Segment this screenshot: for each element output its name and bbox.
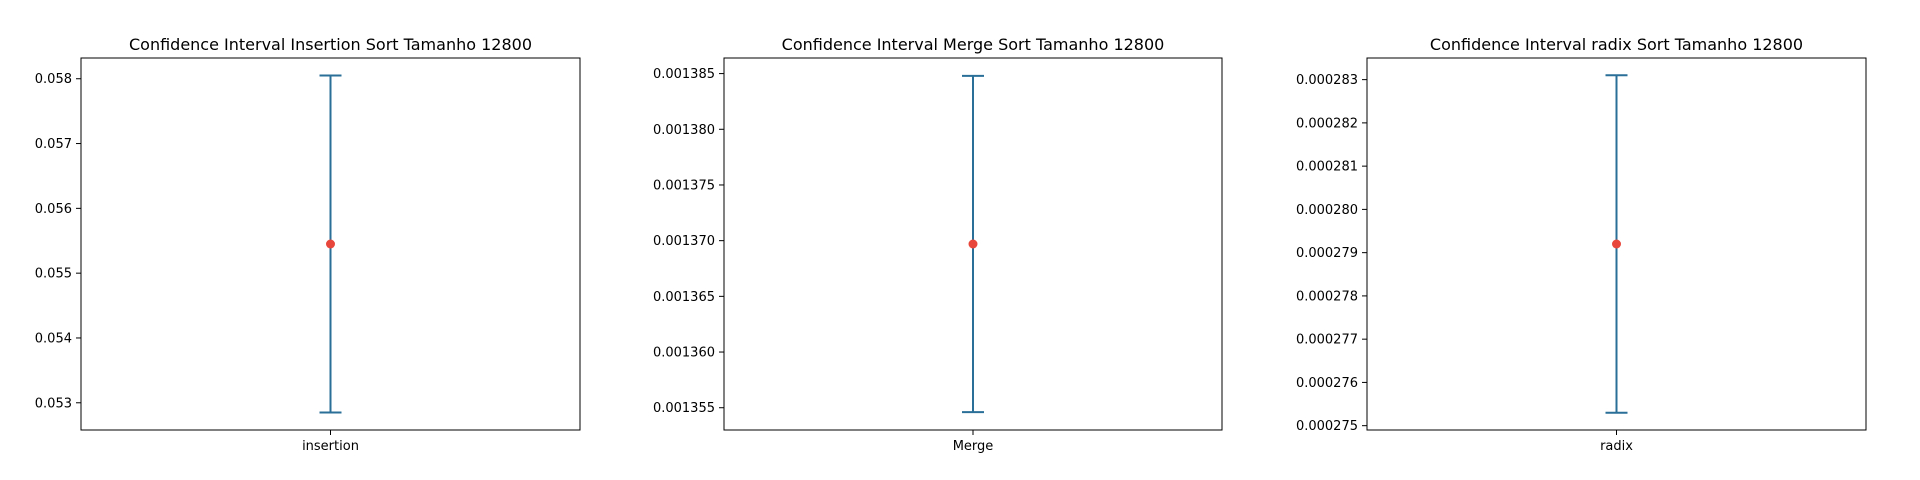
y-tick-label: 0.000277 [1296, 333, 1358, 348]
x-tick-label: Merge [953, 439, 994, 454]
y-tick-label: 0.055 [35, 267, 72, 282]
y-tick-label: 0.000275 [1296, 419, 1358, 434]
chart-panel-2: Confidence Interval Merge Sort Tamanho 1… [653, 35, 1223, 454]
x-tick-label: radix [1600, 439, 1633, 454]
y-tick-label: 0.001370 [653, 234, 715, 249]
y-tick-label: 0.001385 [653, 67, 715, 82]
y-tick-label: 0.001360 [653, 346, 715, 361]
chart-panel-1: Confidence Interval Insertion Sort Taman… [35, 35, 581, 454]
chart-title: Confidence Interval radix Sort Tamanho 1… [1430, 35, 1803, 54]
y-tick-label: 0.000278 [1296, 289, 1358, 304]
y-tick-label: 0.001375 [653, 178, 715, 193]
y-tick-label: 0.056 [35, 202, 72, 217]
y-tick-label: 0.000282 [1296, 116, 1358, 131]
mean-point [326, 239, 335, 249]
y-tick-label: 0.057 [35, 137, 72, 152]
y-tick-label: 0.000276 [1296, 376, 1358, 391]
mean-point [1612, 239, 1621, 249]
chart-panel-3: Confidence Interval radix Sort Tamanho 1… [1296, 35, 1867, 454]
y-tick-label: 0.058 [35, 72, 72, 87]
y-tick-label: 0.001365 [653, 290, 715, 305]
y-tick-label: 0.053 [35, 396, 72, 411]
x-tick-label: insertion [302, 439, 359, 454]
y-tick-label: 0.054 [35, 331, 72, 346]
chart-title: Confidence Interval Merge Sort Tamanho 1… [782, 35, 1165, 54]
y-tick-label: 0.000281 [1296, 160, 1358, 175]
y-tick-label: 0.000283 [1296, 73, 1358, 88]
y-tick-label: 0.001355 [653, 401, 715, 416]
y-tick-label: 0.001380 [653, 123, 715, 138]
chart-title: Confidence Interval Insertion Sort Taman… [129, 35, 532, 54]
mean-point [968, 239, 978, 249]
y-tick-label: 0.000279 [1296, 246, 1358, 261]
y-tick-label: 0.000280 [1296, 203, 1358, 218]
